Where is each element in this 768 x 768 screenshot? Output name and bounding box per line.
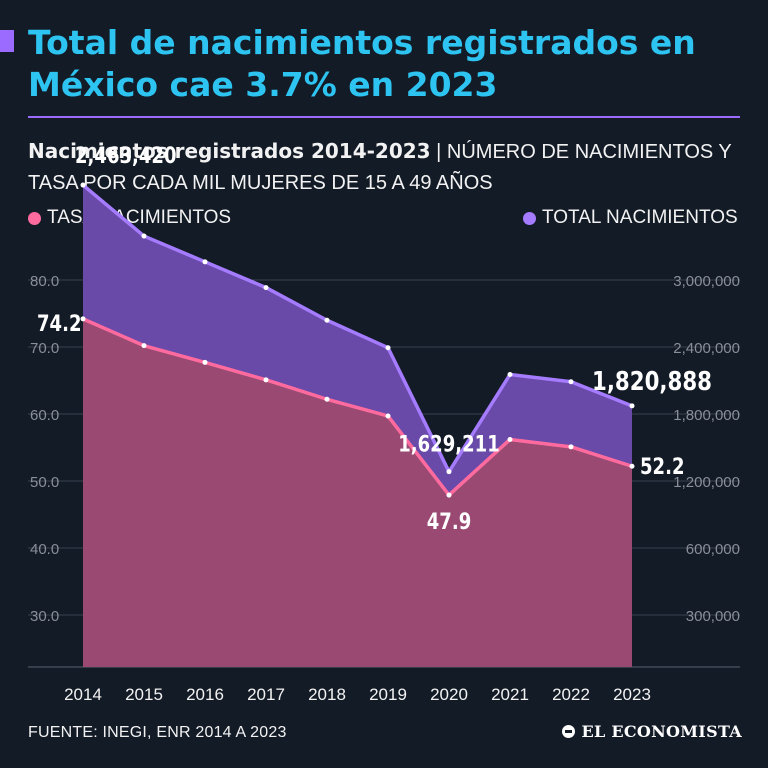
subtitle-separator: |: [436, 141, 442, 163]
total-point: [141, 233, 147, 239]
y-tick-right: 1,200,000: [673, 474, 740, 491]
total-point: [385, 345, 391, 351]
brand-logo: EL ECONOMISTA: [562, 722, 742, 741]
x-tick-label: 2014: [64, 685, 102, 704]
y-tick-left: 50.0: [30, 474, 59, 491]
rate-point: [202, 359, 208, 365]
total-point: [568, 379, 574, 385]
rate-point: [263, 377, 269, 383]
data-label: 52.2: [640, 453, 684, 479]
y-tick-left: 60.0: [30, 407, 59, 424]
y-tick-right: 600,000: [686, 541, 740, 558]
total-point: [263, 285, 269, 291]
chart-title: Nacimientos registrados 2014-2023: [28, 139, 431, 163]
total-point: [446, 469, 452, 475]
x-tick-label: 2022: [552, 685, 590, 704]
x-tick-label: 2018: [308, 685, 346, 704]
rate-point: [324, 396, 330, 402]
rate-point: [446, 492, 452, 498]
y-tick-right: 2,400,000: [673, 340, 740, 357]
rate-area: [83, 318, 632, 667]
source-note: FUENTE: INEGI, ENR 2014 A 2023: [28, 724, 287, 741]
data-label: 1,629,211: [398, 431, 500, 457]
legend-item-total: TOTAL NACIMIENTOS: [523, 207, 738, 229]
x-tick-label: 2021: [491, 685, 529, 704]
headline: Total de nacimientos registrados en Méxi…: [28, 23, 696, 104]
x-tick-label: 2019: [369, 685, 407, 704]
y-tick-left: 30.0: [30, 608, 59, 625]
y-tick-right: 3,000,000: [673, 273, 740, 290]
chart-subtitle: Nacimientos registrados 2014-2023 | NÚME…: [28, 136, 748, 199]
total-point: [202, 259, 208, 265]
rate-point: [629, 463, 635, 469]
headline-divider: [28, 116, 740, 118]
rate-point: [507, 436, 513, 442]
rate-point: [385, 413, 391, 419]
total-point: [629, 403, 635, 409]
x-tick-label: 2016: [186, 685, 224, 704]
x-tick-label: 2015: [125, 685, 163, 704]
brand-mark-icon: [562, 725, 576, 738]
x-tick-label: 2023: [613, 685, 651, 704]
rate-point: [141, 343, 147, 349]
headline-accent-bar: [0, 30, 14, 52]
y-tick-right: 300,000: [686, 608, 740, 625]
data-label: 1,820,888: [592, 366, 712, 397]
y-tick-left: 40.0: [30, 541, 59, 558]
total-point: [324, 317, 330, 323]
data-label: 47.9: [427, 508, 471, 534]
data-label: 2,463,420: [75, 142, 177, 168]
legend-label-total: TOTAL NACIMIENTOS: [542, 207, 738, 228]
data-label: 74.2: [37, 310, 81, 336]
rate-point: [80, 316, 86, 322]
legend-swatch-total: [523, 211, 536, 225]
rate-line: [82, 317, 633, 497]
total-point: [80, 182, 86, 188]
x-tick-label: 2017: [247, 685, 285, 704]
chart-description: NÚMERO DE NACIMIENTOS Y TASA POR CADA MI…: [28, 141, 732, 194]
total-point: [507, 372, 513, 378]
y-tick-left: 70.0: [30, 340, 59, 357]
y-tick-right: 1,800,000: [673, 407, 740, 424]
total-line: [81, 183, 633, 474]
legend-swatch-rate: [28, 211, 41, 225]
y-tick-left: 80.0: [30, 273, 59, 290]
brand-name: EL ECONOMISTA: [581, 722, 742, 741]
x-tick-label: 2020: [430, 685, 468, 704]
rate-point: [568, 444, 574, 450]
